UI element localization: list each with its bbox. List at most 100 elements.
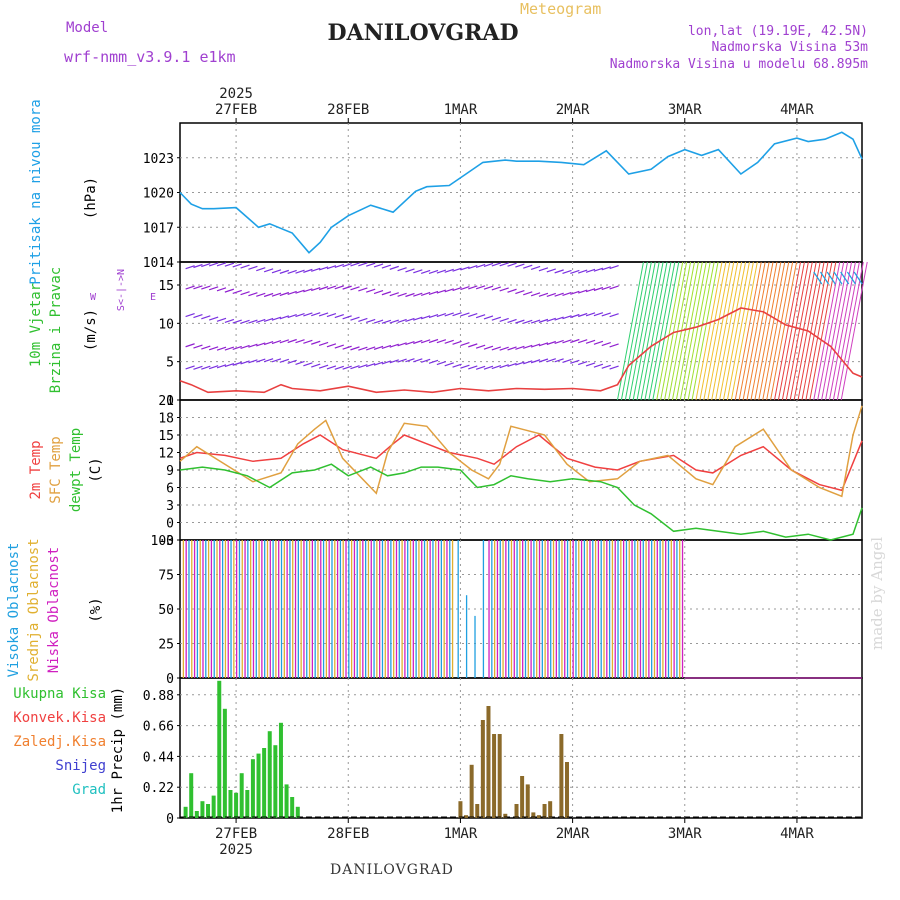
wind-barb <box>240 319 250 324</box>
wind-hatch <box>805 261 833 401</box>
precip-bar <box>194 811 199 818</box>
wind-barb <box>609 264 619 270</box>
wind-axis-title-2: Brzina i Pravac <box>48 267 64 393</box>
wind-barb <box>601 364 611 369</box>
precip-bar <box>458 801 463 818</box>
wind-barb <box>530 359 541 364</box>
wind-barb <box>428 290 439 295</box>
wind-barb <box>460 266 470 271</box>
wind-barb <box>593 340 604 345</box>
wind-barb <box>326 365 337 370</box>
wind-barb <box>468 265 478 270</box>
wind-barb <box>420 269 431 274</box>
wind-hatch <box>825 261 853 401</box>
wind-barb <box>342 345 352 350</box>
wind-barb <box>224 288 235 293</box>
wind-barb <box>585 288 596 293</box>
wind-barb <box>381 319 392 324</box>
wind-barb <box>483 345 494 350</box>
wind-barb <box>358 262 368 267</box>
wind-barb <box>452 286 462 292</box>
bottom-day-label-4mar: 4MAR <box>780 826 814 842</box>
wind-barb <box>334 285 344 290</box>
wind-hatch <box>750 261 778 401</box>
wind-hatch <box>758 261 786 401</box>
wind-barb <box>248 359 258 364</box>
wind-barb <box>530 265 541 271</box>
wind-barb <box>436 289 447 294</box>
precip-legend-item: Ukupna Kisa <box>13 686 106 702</box>
cloud-axis-title-low: Niska Oblacnost <box>46 547 62 673</box>
precip-bar <box>536 815 541 818</box>
wind-barb <box>303 268 313 273</box>
wind-barb <box>444 339 454 344</box>
wind-barb <box>397 267 407 272</box>
wind-barb <box>475 365 486 370</box>
temperature-ytick: 15 <box>158 429 174 444</box>
wind-barb <box>287 269 297 275</box>
wind-barb <box>287 290 297 296</box>
model-name: wrf-nmm_v3.9.1 e1km <box>64 48 236 66</box>
wind-barb <box>452 363 462 368</box>
precip-bar <box>542 804 547 818</box>
wind-barb <box>538 292 549 297</box>
wind-ytick: 15 <box>158 279 174 294</box>
wind-barb <box>334 344 344 349</box>
location-info: lon,lat (19.19E, 42.5N) <box>687 24 868 39</box>
wind-barb <box>240 360 250 365</box>
wind-barb-blue <box>853 271 863 285</box>
wind-barb <box>193 285 203 290</box>
precip-bar <box>480 720 485 818</box>
compass-ns: S<-|->N <box>116 269 127 311</box>
wind-barb <box>263 341 274 346</box>
wind-barb <box>381 264 392 269</box>
wind-barb <box>318 341 329 347</box>
wind-barb <box>193 263 203 269</box>
wind-barb <box>256 342 266 347</box>
wind-hatch <box>797 261 825 401</box>
wind-barb <box>585 312 596 317</box>
wind-hatch <box>624 261 652 401</box>
wind-barb <box>248 343 258 348</box>
wind-barb <box>601 266 611 271</box>
wind-barb <box>491 316 502 321</box>
wind-barb <box>585 362 596 367</box>
wind-hatch <box>671 261 699 401</box>
wind-barb <box>232 345 242 350</box>
wind-barb <box>601 342 611 347</box>
wind-barb <box>578 361 588 366</box>
wind-hatch <box>695 261 723 401</box>
temperature-ytick: 6 <box>166 482 174 497</box>
wind-barb <box>515 319 525 324</box>
wind-barb <box>515 361 525 366</box>
wind-barb <box>279 339 290 344</box>
wind-barb <box>311 267 321 272</box>
wind-hatch <box>734 261 762 401</box>
cloud-axis-unit: (%) <box>88 597 104 622</box>
precip-bar <box>525 784 530 818</box>
bottom-day-label-3mar: 3MAR <box>668 826 702 842</box>
wind-barb <box>279 358 290 363</box>
wind-barb <box>554 339 564 345</box>
wind-hatch <box>789 261 817 401</box>
wind-barb <box>436 339 447 344</box>
wind-barb <box>193 313 203 319</box>
wind-barb <box>366 262 376 267</box>
wind-barb <box>554 269 564 274</box>
wind-barb <box>185 312 195 318</box>
wind-barb <box>201 262 211 268</box>
wind-barb <box>311 363 321 368</box>
wind-barb <box>499 364 509 369</box>
wind-barb <box>358 317 368 322</box>
precip-bar <box>548 801 553 818</box>
wind-barb <box>224 262 235 267</box>
wind-barb <box>326 265 337 270</box>
page-title: DANILOVGRAD <box>327 20 519 46</box>
wind-hatch <box>766 261 794 401</box>
wind-barb <box>499 287 509 292</box>
wind-barb <box>342 262 352 268</box>
wind-barb <box>201 365 211 370</box>
precip-bar <box>564 762 569 818</box>
precip-bar <box>234 792 239 818</box>
precip-bar <box>278 722 283 818</box>
